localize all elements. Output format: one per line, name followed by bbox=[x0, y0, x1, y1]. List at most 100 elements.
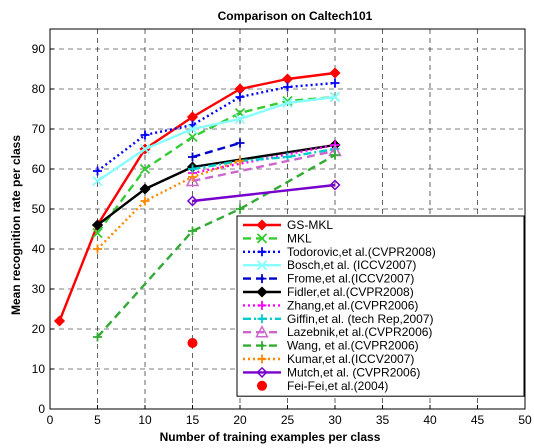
data-point bbox=[188, 152, 197, 162]
x-tick-label: 50 bbox=[518, 413, 532, 427]
series-mutch-et-al-cvpr2006 bbox=[186, 179, 341, 207]
y-tick-label: 50 bbox=[32, 202, 46, 216]
y-tick-label: 30 bbox=[32, 282, 46, 296]
data-point bbox=[283, 82, 292, 92]
legend-entry-mkl: MKL bbox=[243, 231, 312, 245]
legend-label: Lazebnik,et al.(CVPR2006) bbox=[287, 325, 432, 339]
legend-label: Zhang,et al.(CVPR2006) bbox=[287, 298, 418, 312]
data-point bbox=[330, 150, 340, 160]
legend-entry-giffin-et-al-tech-rep-2007: Giffin,et al. (tech Rep,2007) bbox=[243, 312, 434, 326]
series-fei-fei-et-al-2004 bbox=[187, 338, 198, 348]
data-point bbox=[235, 138, 245, 148]
legend-box bbox=[236, 215, 525, 397]
x-tick-label: 5 bbox=[94, 413, 101, 427]
legend-marker bbox=[257, 380, 267, 391]
legend-entry-frome-et-al-iccv2007: Frome,et al.(ICCV2007) bbox=[243, 272, 414, 286]
data-point bbox=[139, 143, 151, 155]
data-point bbox=[235, 156, 245, 166]
legend-marker bbox=[256, 286, 268, 298]
y-tick-label: 40 bbox=[32, 242, 46, 256]
legend-label: MKL bbox=[287, 231, 312, 245]
data-point bbox=[329, 67, 341, 79]
x-tick-label: 15 bbox=[186, 413, 200, 427]
data-point bbox=[92, 175, 103, 187]
legend-entry-kumar-et-al-iccv2007: Kumar,et al.(ICCV2007) bbox=[243, 352, 414, 366]
y-tick-label: 80 bbox=[32, 82, 46, 96]
legend-entry-gs-mkl: GS-MKL bbox=[243, 218, 333, 232]
data-point bbox=[53, 315, 66, 327]
legend-marker bbox=[257, 341, 267, 351]
legend-label: Kumar,et al.(ICCV2007) bbox=[287, 352, 414, 366]
legend-entry-bosch-et-al-iccv2007: Bosch,et al. (ICCV2007) bbox=[243, 258, 416, 272]
legend-marker bbox=[257, 354, 267, 364]
legend-marker bbox=[256, 233, 268, 244]
data-point bbox=[329, 91, 341, 103]
y-tick-label: 70 bbox=[32, 122, 46, 136]
legend-marker bbox=[257, 300, 267, 310]
chart-title: Comparison on Caltech101 bbox=[218, 9, 373, 23]
data-point bbox=[186, 195, 199, 207]
data-point bbox=[330, 78, 340, 88]
data-point bbox=[139, 163, 151, 175]
legend-marker bbox=[256, 260, 268, 271]
series-line bbox=[96, 159, 241, 250]
data-point bbox=[91, 219, 104, 231]
x-tick-label: 45 bbox=[471, 413, 485, 427]
legend-marker bbox=[256, 219, 268, 231]
series-line bbox=[96, 81, 336, 172]
legend-entry-fei-fei-et-al-2004: Fei-Fei,et al.(2004) bbox=[257, 379, 388, 393]
data-point bbox=[92, 227, 103, 239]
legend-label: Giffin,et al. (tech Rep,2007) bbox=[287, 312, 434, 326]
legend-marker bbox=[256, 366, 268, 378]
legend-entry-lazebnik-et-al-cvpr2006: Lazebnik,et al.(CVPR2006) bbox=[243, 325, 432, 339]
legend-label: Bosch,et al. (ICCV2007) bbox=[287, 258, 416, 272]
legend-entry-wang-et-al-cvpr2006: Wang, et al.(CVPR2006) bbox=[243, 339, 419, 353]
legend-label: Frome,et al.(ICCV2007) bbox=[287, 272, 414, 286]
y-tick-label: 10 bbox=[32, 362, 46, 376]
y-tick-label: 60 bbox=[32, 162, 46, 176]
legend-label: Fidler,et al.(CVPR2008) bbox=[287, 285, 414, 299]
data-point bbox=[188, 172, 197, 182]
series-line bbox=[192, 149, 336, 183]
legend-entry-todorovic-et-al-cvpr2008: Todorovic,et al.(CVPR2008) bbox=[243, 245, 436, 259]
series-kumar-et-al-iccv2007 bbox=[93, 156, 245, 254]
legend-label: Todorovic,et al.(CVPR2008) bbox=[287, 245, 436, 259]
series-bosch-et-al-iccv2007 bbox=[92, 91, 341, 187]
legend-entry-fidler-et-al-cvpr2008: Fidler,et al.(CVPR2008) bbox=[243, 285, 414, 299]
x-tick-label: 0 bbox=[47, 413, 54, 427]
series-frome-et-al-iccv2007 bbox=[188, 138, 245, 162]
x-tick-label: 20 bbox=[233, 413, 247, 427]
x-tick-label: 35 bbox=[376, 413, 390, 427]
data-point bbox=[93, 332, 102, 342]
legend-marker bbox=[255, 325, 269, 338]
series-line bbox=[192, 183, 336, 203]
x-tick-label: 40 bbox=[423, 413, 437, 427]
x-tick-label: 10 bbox=[138, 413, 152, 427]
data-point bbox=[235, 204, 245, 214]
data-point bbox=[187, 131, 198, 143]
data-point bbox=[140, 130, 150, 140]
data-point bbox=[140, 196, 150, 206]
series-line bbox=[192, 147, 336, 171]
series-line bbox=[192, 141, 241, 159]
legend-label: GS-MKL bbox=[287, 218, 333, 232]
legend-marker bbox=[257, 274, 267, 284]
y-tick-label: 20 bbox=[32, 322, 46, 336]
data-point bbox=[188, 164, 197, 174]
series-line bbox=[96, 95, 336, 182]
legend-entry-mutch-et-al-cvpr2006: Mutch,et al. (CVPR2006) bbox=[243, 365, 420, 379]
plot-frame bbox=[49, 28, 526, 410]
data-point bbox=[93, 166, 102, 176]
legend-label: Fei-Fei,et al.(2004) bbox=[287, 379, 388, 393]
data-point bbox=[235, 92, 245, 102]
data-point bbox=[187, 338, 198, 348]
legend-label: Mutch,et al. (CVPR2006) bbox=[287, 365, 420, 379]
data-point bbox=[93, 244, 102, 254]
x-tick-label: 25 bbox=[281, 413, 295, 427]
data-series bbox=[53, 67, 342, 348]
series-todorovic-et-al-cvpr2008 bbox=[93, 78, 340, 176]
series-wang-et-al-cvpr2006 bbox=[93, 150, 340, 342]
y-tick-label: 0 bbox=[38, 402, 45, 416]
